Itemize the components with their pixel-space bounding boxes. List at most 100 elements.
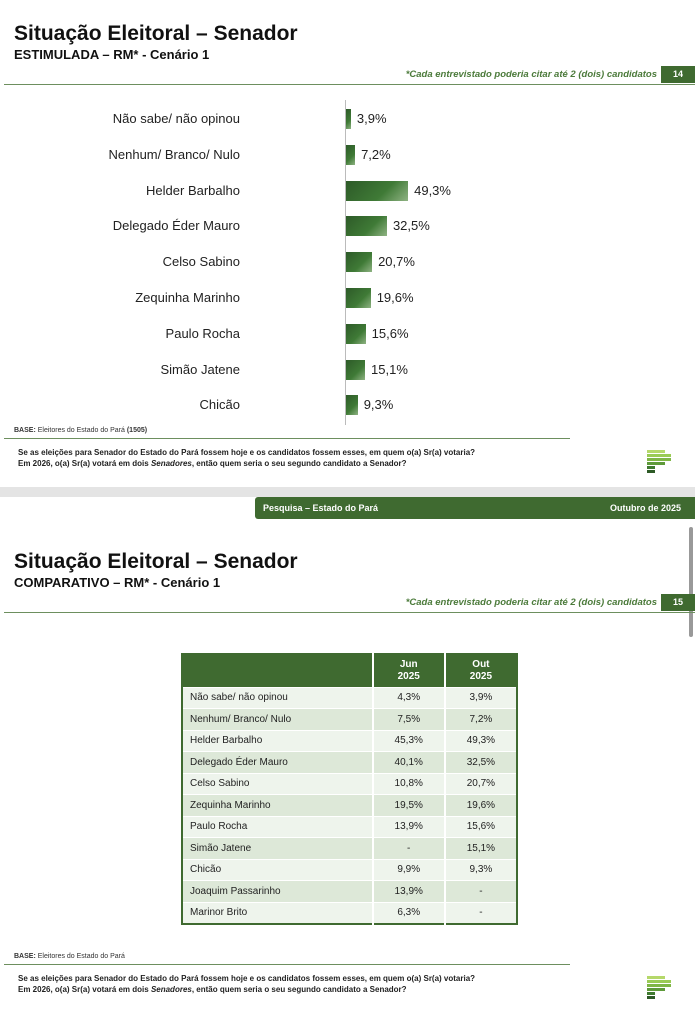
chart-row: Paulo Rocha 15,6%: [0, 323, 600, 344]
divider: [4, 84, 695, 85]
question-text: Se as eleições para Senador do Estado do…: [18, 973, 475, 995]
bar: [346, 359, 366, 380]
divider: [4, 612, 695, 613]
base-note: BASE: Eleitores do Estado do Pará: [14, 953, 125, 960]
chart-row: Zequinha Marinho 19,6%: [0, 288, 600, 308]
category-label: Não sabe/ não opinou: [112, 111, 240, 126]
bar: [346, 180, 409, 201]
out-value: 15,1%: [443, 837, 517, 859]
slide-15: Pesquisa – Estado do Pará Outubro de 2025…: [0, 497, 695, 1024]
jun-value: 13,9%: [371, 815, 445, 838]
jun-value: 13,9%: [371, 880, 445, 902]
question-line-1: Se as eleições para Senador do Estado do…: [18, 448, 476, 457]
category-label: Zequinha Marinho: [135, 290, 240, 305]
value-label: 15,1%: [371, 361, 408, 377]
candidate-name: Simão Jatene: [182, 837, 373, 859]
question-text: Se as eleições para Senador do Estado do…: [18, 447, 475, 469]
chart-row: Celso Sabino 20,7%: [0, 252, 600, 273]
out-value: -: [443, 901, 517, 924]
footnote: *Cada entrevistado poderia citar até 2 (…: [405, 597, 657, 608]
table-row: Chicão 9,9% 9,3%: [182, 858, 517, 881]
candidate-name: Chicão: [182, 858, 373, 881]
category-label: Helder Barbalho: [146, 182, 240, 198]
comparison-table: Jun 2025 Out 2025 Não sabe/ não opinou 4,3%…: [181, 653, 518, 925]
chart-row: Simão Jatene 15,1%: [0, 359, 600, 380]
bar: [346, 395, 358, 416]
header-jun: Jun 2025: [371, 654, 445, 687]
table-row: Simão Jatene -15,1%: [182, 837, 517, 859]
candidate-name: Não sabe/ não opinou: [182, 686, 373, 709]
header-name: [182, 654, 373, 687]
slide-14: Situação Eleitoral – Senador ESTIMULADA …: [0, 0, 695, 487]
slide-subtitle: COMPARATIVO – RM* - Cenário 1: [14, 575, 221, 590]
value-label: 49,3%: [414, 182, 451, 198]
out-value: 15,6%: [443, 815, 517, 838]
question-line-2: Em 2026, o(a) Sr(a) votará em dois Senad…: [18, 985, 407, 994]
base-text: Eleitores do Estado do Pará: [35, 427, 127, 434]
table-row: Helder Barbalho 45,3% 49,3%: [182, 729, 517, 752]
base-note: BASE: Eleitores do Estado do Pará (1505): [14, 427, 147, 434]
slide-title: Situação Eleitoral – Senador: [14, 550, 298, 573]
divider: [4, 964, 570, 965]
bar: [346, 288, 371, 308]
candidate-name: Celso Sabino: [182, 772, 373, 795]
slide-subtitle: ESTIMULADA – RM* - Cenário 1: [14, 47, 210, 62]
bar: [346, 216, 387, 237]
header-out: Out 2025: [443, 654, 517, 687]
base-label: BASE:: [14, 953, 36, 960]
out-value: 49,3%: [443, 729, 517, 752]
table-row: Paulo Rocha 13,9% 15,6%: [182, 815, 517, 838]
footnote: *Cada entrevistado poderia citar até 2 (…: [405, 69, 657, 80]
category-label: Simão Jatene: [160, 361, 241, 377]
brand-logo: [647, 976, 671, 1000]
page-number: 15: [661, 594, 695, 611]
table-row: Delegado Éder Mauro 40,1% 32,5%: [182, 751, 517, 773]
jun-value: 4,3%: [371, 686, 445, 709]
table-row: Não sabe/ não opinou 4,3% 3,9%: [182, 686, 517, 709]
jun-value: 7,5%: [371, 708, 445, 730]
bar: [346, 109, 351, 129]
out-value: 7,2%: [443, 708, 517, 730]
base-n: (1505): [126, 427, 148, 434]
out-value: 3,9%: [443, 686, 517, 709]
question-line-1: Se as eleições para Senador do Estado do…: [18, 974, 476, 983]
value-label: 9,3%: [363, 397, 394, 413]
category-label: Delegado Éder Mauro: [112, 218, 240, 234]
out-value: 32,5%: [443, 751, 517, 773]
bar: [346, 323, 366, 344]
out-value: 9,3%: [443, 858, 517, 881]
jun-value: 9,9%: [371, 858, 445, 881]
divider: [4, 438, 570, 439]
candidate-name: Delegado Éder Mauro: [182, 751, 373, 773]
header-date: Outubro de 2025: [609, 503, 681, 513]
chart-row: Nenhum/ Branco/ Nulo 7,2%: [0, 144, 600, 165]
value-label: 20,7%: [378, 254, 415, 270]
jun-value: 6,3%: [371, 901, 445, 924]
candidate-name: Joaquim Passarinho: [182, 880, 373, 902]
jun-value: -: [371, 837, 445, 859]
table-row: Nenhum/ Branco/ Nulo 7,5% 7,2%: [182, 708, 517, 730]
category-label: Nenhum/ Branco/ Nulo: [108, 146, 240, 162]
category-label: Celso Sabino: [162, 254, 240, 270]
candidate-name: Paulo Rocha: [182, 815, 373, 838]
out-value: 20,7%: [443, 772, 517, 795]
page-number: 14: [661, 66, 695, 83]
table-row: Joaquim Passarinho 13,9% -: [182, 880, 517, 902]
chart-row: Não sabe/ não opinou 3,9%: [0, 109, 600, 129]
scrollbar[interactable]: [689, 527, 693, 637]
chart-axis: [345, 100, 346, 425]
header-survey: Pesquisa – Estado do Pará: [263, 503, 379, 513]
jun-value: 45,3%: [371, 729, 445, 752]
base-text: Eleitores do Estado do Pará: [35, 953, 125, 960]
bar: [346, 144, 356, 165]
base-label: BASE:: [14, 427, 36, 434]
value-label: 7,2%: [361, 146, 391, 162]
out-value: 19,6%: [443, 794, 517, 816]
chart-row: Helder Barbalho 49,3%: [0, 180, 600, 201]
jun-value: 19,5%: [371, 794, 445, 816]
jun-value: 40,1%: [371, 751, 445, 773]
candidate-name: Marinor Brito: [182, 901, 373, 924]
table-row: Marinor Brito 6,3% -: [182, 901, 517, 924]
chart-row: Delegado Éder Mauro 32,5%: [0, 216, 600, 237]
out-value: -: [443, 880, 517, 902]
